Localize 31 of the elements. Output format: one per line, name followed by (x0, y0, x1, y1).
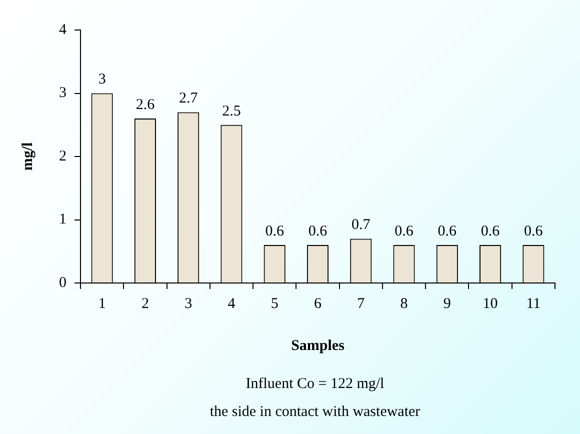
x-tick-label: 5 (270, 296, 278, 312)
x-tick-label: 7 (357, 296, 366, 312)
y-tick-label: 3 (59, 85, 66, 102)
text: the side in contact with wastewater (208, 403, 422, 422)
x-tick-label: 10 (482, 296, 498, 312)
x-tick-label: 6 (314, 296, 322, 312)
data-label: 3 (98, 72, 106, 88)
data-label: 2.6 (136, 96, 156, 113)
x-tick-label: 1 (98, 296, 106, 312)
text: Influent Co = 122 mg/l (244, 375, 386, 394)
y-tick-label: 0 (59, 274, 66, 291)
data-label: 0.6 (524, 223, 544, 240)
data-label: 2.5 (222, 103, 241, 120)
data-label: 0.7 (352, 217, 371, 234)
y-tick-label: 1 (59, 212, 66, 228)
y-tick-label: 4 (59, 22, 67, 38)
x-tick-label: 8 (400, 296, 408, 312)
data-label: 0.6 (438, 223, 458, 240)
x-tick-label: 9 (443, 296, 451, 312)
data-label: 0.6 (394, 223, 414, 240)
data-label: 0.6 (480, 223, 500, 240)
y-axis-title: mg/l (20, 142, 36, 171)
x-tick-label: 3 (184, 296, 192, 312)
data-label: 0.6 (308, 223, 328, 240)
x-tick-label: 11 (526, 296, 541, 312)
data-label: 0.6 (265, 223, 284, 240)
x-axis-title: Samples (291, 338, 345, 354)
data-label: 2.7 (178, 90, 198, 107)
x-tick-label: 2 (141, 296, 149, 312)
y-tick-label: 2 (59, 148, 66, 164)
x-tick-label: 4 (228, 296, 236, 312)
